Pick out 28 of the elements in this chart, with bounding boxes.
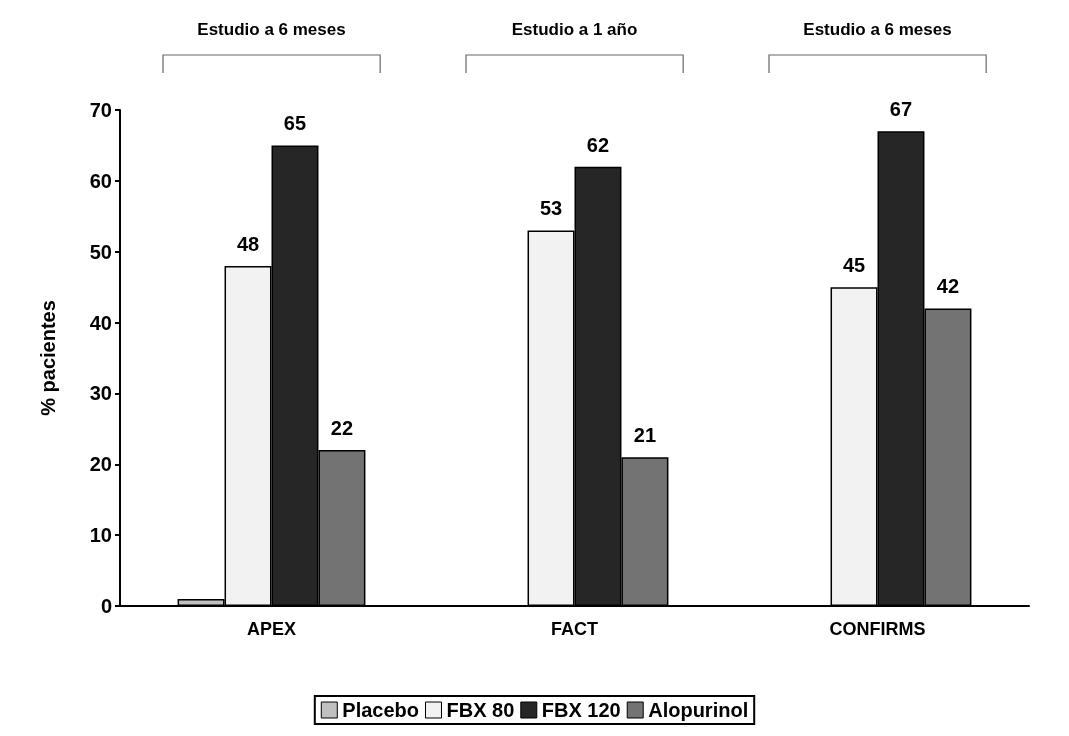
text: Estudio a 6 meses xyxy=(197,20,346,40)
legend-label: Placebo xyxy=(342,699,419,721)
legend-label: FBX 120 xyxy=(541,699,621,721)
data-label: 22 xyxy=(330,417,354,440)
x-tick-label: CONFIRMS xyxy=(829,619,926,639)
y-tick-label: 40 xyxy=(89,311,112,334)
x-tick-label: FACT xyxy=(551,619,598,639)
x-tick-label: APEX xyxy=(246,619,297,639)
data-label: 48 xyxy=(236,232,260,255)
y-axis-title: % pacientes xyxy=(37,300,59,416)
data-label: 45 xyxy=(842,254,866,277)
legend-label: Alopurinol xyxy=(648,699,749,721)
y-tick-label: 50 xyxy=(89,240,112,263)
y-tick-label: 10 xyxy=(89,524,112,547)
y-tick-label: 20 xyxy=(89,453,112,476)
data-label: 67 xyxy=(889,98,913,121)
y-tick-label: 60 xyxy=(89,169,112,192)
text: Estudio a 6 meses xyxy=(803,20,952,40)
data-label: 65 xyxy=(283,112,307,135)
data-label: 42 xyxy=(936,275,960,298)
text: Estudio a 1 año xyxy=(511,20,638,40)
data-label: 21 xyxy=(633,424,657,447)
y-tick-label: 30 xyxy=(89,382,112,405)
y-tick-label: 0 xyxy=(100,595,112,617)
data-label: 53 xyxy=(539,197,563,220)
data-label: 62 xyxy=(586,133,610,156)
legend-label: FBX 80 xyxy=(446,699,515,721)
y-tick-label: 70 xyxy=(89,99,112,121)
